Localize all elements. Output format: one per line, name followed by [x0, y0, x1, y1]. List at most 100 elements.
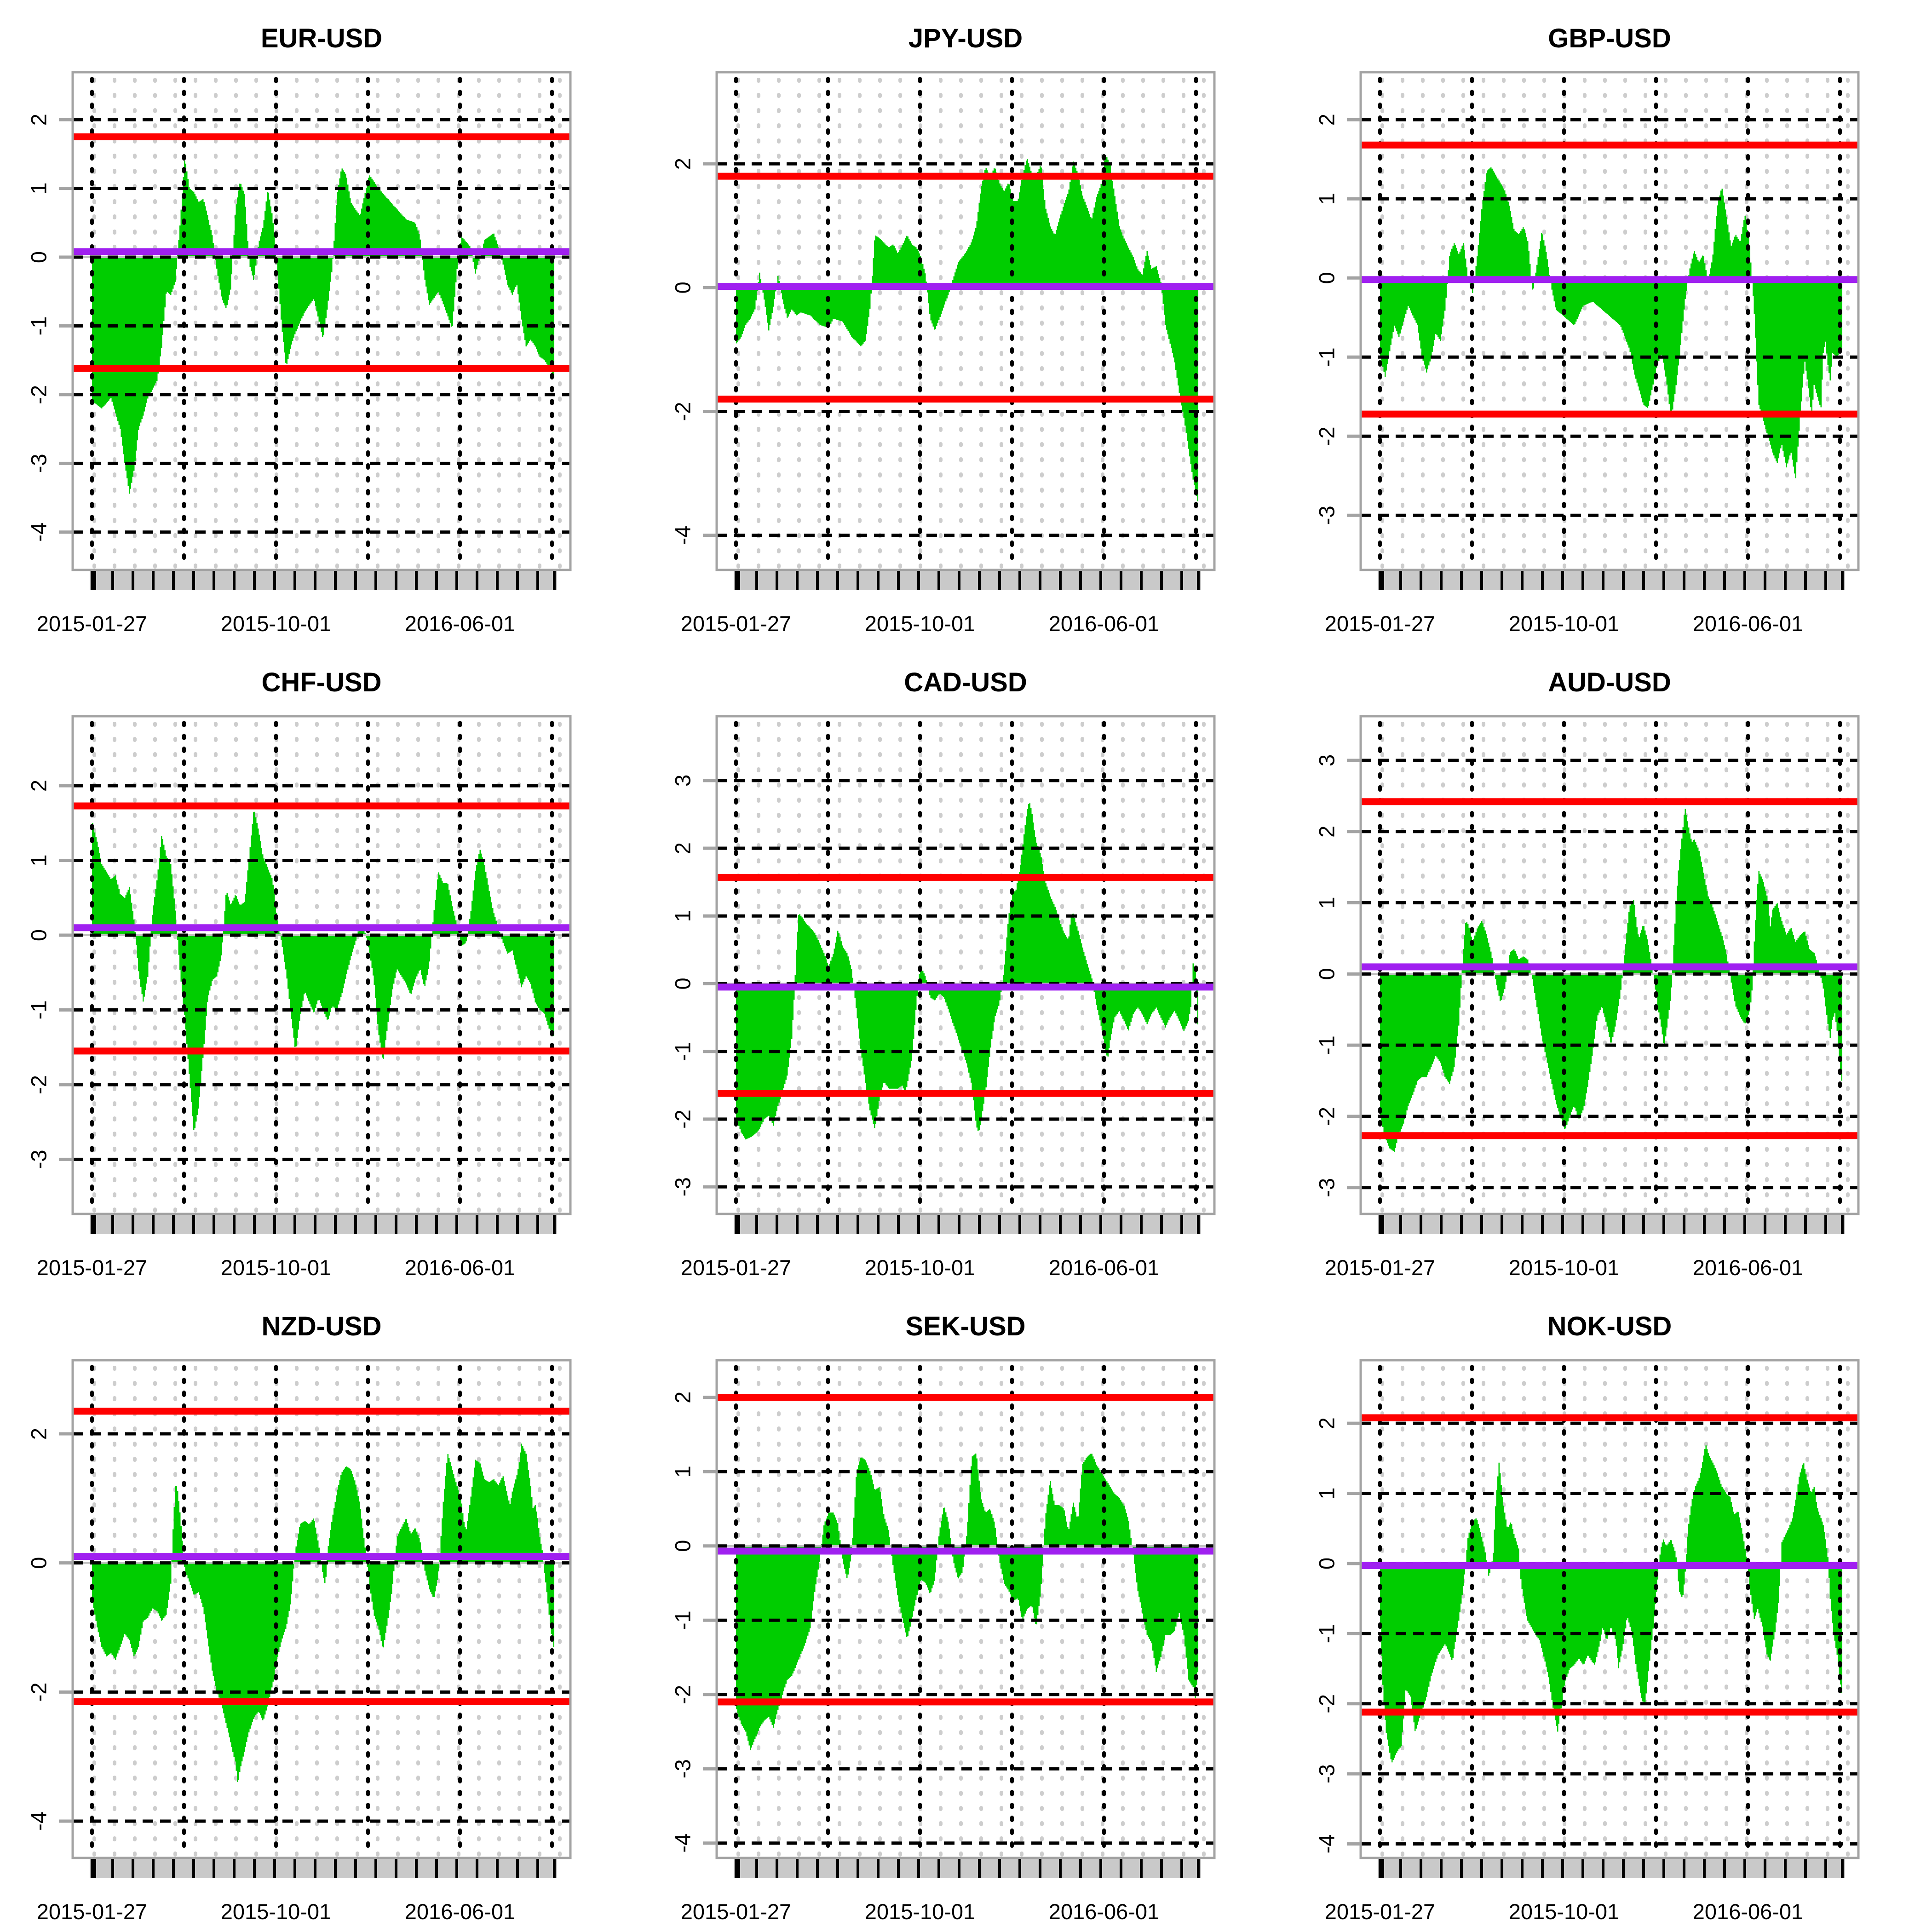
y-tick-label: -1	[670, 1610, 695, 1630]
chart-panel-jpy-usd: 2 0 -2 -4 2015-01-27 2015-10-01 2016-06-01 JPY-…	[644, 0, 1288, 644]
y-axis: 2 0 -2 -4	[26, 1428, 73, 1831]
chart-panel-cad-usd: 3 2 1 0 -1 -2 -3 2015-01-27 2015-10-01 2016-06-01…	[644, 644, 1288, 1288]
panel-title: AUD-USD	[1548, 667, 1671, 697]
major-v-gridlines	[734, 1365, 1198, 1857]
y-tick-label: 1	[26, 854, 51, 866]
chart-cad-usd: 3 2 1 0 -1 -2 -3 2015-01-27 2015-10-01 2016-06-01…	[670, 667, 1216, 1280]
x-axis: 2015-01-27 2015-10-01 2016-06-01	[681, 1899, 1159, 1924]
y-axis: 3 2 1 0 -1 -2 -3	[1314, 754, 1361, 1197]
chart-aud-usd: 3 2 1 0 -1 -2 -3 2015-01-27 2015-10-01 2016-06-01…	[1314, 667, 1860, 1280]
y-tick-label: -2	[670, 1110, 695, 1129]
y-tick-label: -2	[1314, 1694, 1339, 1714]
plot-box	[71, 71, 572, 571]
y-tick-label: 0	[26, 1557, 51, 1569]
major-h-gridlines	[73, 1432, 570, 1823]
y-tick-label: 2	[1314, 1417, 1339, 1429]
panel-title: EUR-USD	[261, 23, 382, 53]
chart-panel-nzd-usd: 2 0 -2 -4 2015-01-27 2015-10-01 2016-06-01 NZD-…	[0, 1288, 644, 1932]
x-tick-label: 2016-06-01	[1693, 1255, 1803, 1280]
y-tick-label: 0	[1314, 272, 1339, 284]
panel-title: GBP-USD	[1548, 23, 1671, 53]
chart-panel-chf-usd: 2 1 0 -1 -2 -3 2015-01-27 2015-10-01 2016-06-01 C…	[0, 644, 644, 1288]
plot-box	[715, 1359, 1216, 1859]
y-tick-label: 2	[26, 114, 51, 126]
y-tick-label: 1	[26, 182, 51, 194]
date-rug	[90, 1215, 557, 1234]
y-tick-label: -4	[670, 1834, 695, 1853]
major-v-gridlines	[1378, 77, 1842, 569]
y-tick-label: -4	[26, 523, 51, 542]
x-tick-label: 2015-10-01	[1509, 611, 1619, 636]
plot-box	[1359, 71, 1860, 571]
chart-nzd-usd: 2 0 -2 -4 2015-01-27 2015-10-01 2016-06-01 NZD-…	[26, 1311, 572, 1924]
plot-box	[715, 715, 1216, 1215]
y-tick-label: -3	[670, 1759, 695, 1778]
panel-title: SEK-USD	[905, 1311, 1025, 1341]
y-tick-label: -1	[1314, 347, 1339, 367]
panel-title: NOK-USD	[1547, 1311, 1672, 1341]
x-tick-label: 2015-10-01	[221, 611, 331, 636]
plot-box	[715, 71, 1216, 571]
date-rug	[734, 1859, 1201, 1878]
y-tick-label: 0	[670, 978, 695, 989]
y-tick-label: -1	[1314, 1624, 1339, 1643]
x-tick-label: 2015-10-01	[865, 611, 975, 636]
y-axis: 2 1 0 -1 -2 -3 -4	[26, 114, 73, 542]
y-tick-label: 0	[670, 282, 695, 293]
x-tick-label: 2015-01-27	[681, 1255, 791, 1280]
y-tick-label: 1	[670, 1466, 695, 1478]
panel-title: CAD-USD	[904, 667, 1027, 697]
x-tick-label: 2015-10-01	[865, 1899, 975, 1924]
y-tick-label: 2	[26, 1428, 51, 1440]
date-rug	[734, 571, 1201, 590]
chart-panel-aud-usd: 3 2 1 0 -1 -2 -3 2015-01-27 2015-10-01 2016-06-01…	[1288, 644, 1932, 1288]
x-axis: 2015-01-27 2015-10-01 2016-06-01	[37, 1255, 515, 1280]
plot-box	[71, 715, 572, 1215]
chart-chf-usd: 2 1 0 -1 -2 -3 2015-01-27 2015-10-01 2016-06-01 C…	[26, 667, 572, 1280]
y-tick-label: -4	[26, 1811, 51, 1831]
major-h-gridlines	[73, 784, 570, 1161]
y-tick-label: 1	[1314, 897, 1339, 908]
y-tick-label: -1	[670, 1042, 695, 1061]
chart-eur-usd: 2 1 0 -1 -2 -3 -4 2015-01-27 2015-10-01 2016-06-0…	[26, 23, 572, 636]
y-tick-label: -2	[670, 1685, 695, 1704]
x-tick-label: 2015-01-27	[37, 1899, 147, 1924]
chart-panel-nok-usd: 2 1 0 -1 -2 -3 -4 2015-01-27 2015-10-01 2016-06-0…	[1288, 1288, 1932, 1932]
y-axis: 2 1 0 -1 -2 -3 -4	[670, 1392, 717, 1853]
x-axis: 2015-01-27 2015-10-01 2016-06-01	[37, 611, 515, 636]
series-bars	[1380, 1445, 1842, 1763]
x-tick-label: 2015-01-27	[1325, 1255, 1435, 1280]
y-axis: 2 1 0 -1 -2 -3	[1314, 114, 1361, 525]
major-v-gridlines	[734, 721, 1198, 1213]
y-tick-label: 2	[1314, 114, 1339, 126]
plot-box	[1359, 1359, 1860, 1859]
x-tick-label: 2016-06-01	[1693, 611, 1803, 636]
y-tick-label: -3	[1314, 506, 1339, 525]
plot-box	[1359, 715, 1860, 1215]
series-bars	[92, 1443, 554, 1782]
y-tick-label: 2	[670, 158, 695, 170]
y-tick-label: 3	[1314, 754, 1339, 766]
series-bars	[736, 1453, 1198, 1750]
chart-panel-eur-usd: 2 1 0 -1 -2 -3 -4 2015-01-27 2015-10-01 2016-06-0…	[0, 0, 644, 644]
chart-nok-usd: 2 1 0 -1 -2 -3 -4 2015-01-27 2015-10-01 2016-06-0…	[1314, 1311, 1860, 1924]
x-tick-label: 2015-10-01	[1509, 1255, 1619, 1280]
y-tick-label: 1	[1314, 1487, 1339, 1499]
series-bars	[736, 803, 1198, 1139]
y-tick-label: 0	[670, 1540, 695, 1552]
y-axis: 2 0 -2 -4	[670, 158, 717, 545]
date-rug	[734, 1215, 1201, 1234]
minor-gridlines	[736, 78, 1206, 569]
major-h-gridlines	[73, 118, 570, 534]
y-tick-label: -3	[1314, 1178, 1339, 1197]
x-axis: 2015-01-27 2015-10-01 2016-06-01	[1325, 1899, 1803, 1924]
y-tick-label: -1	[26, 316, 51, 336]
y-tick-label: 1	[1314, 193, 1339, 205]
plot-box	[71, 1359, 572, 1859]
y-tick-label: -3	[670, 1177, 695, 1196]
y-tick-label: -2	[26, 1682, 51, 1702]
chart-panel-sek-usd: 2 1 0 -1 -2 -3 -4 2015-01-27 2015-10-01 2016-06-0…	[644, 1288, 1288, 1932]
x-tick-label: 2016-06-01	[405, 1899, 515, 1924]
panel-title: NZD-USD	[262, 1311, 382, 1341]
